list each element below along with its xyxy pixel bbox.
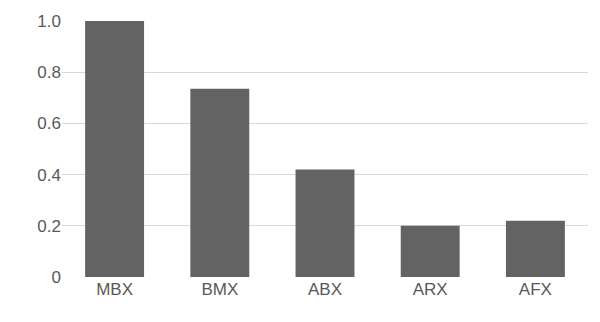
- svg-text:0.8: 0.8: [37, 63, 61, 82]
- svg-text:ABX: ABX: [308, 280, 342, 299]
- svg-text:BMX: BMX: [201, 280, 238, 299]
- svg-text:AFX: AFX: [519, 280, 552, 299]
- svg-text:0: 0: [52, 268, 61, 287]
- svg-text:0.2: 0.2: [37, 217, 61, 236]
- svg-text:0.4: 0.4: [37, 166, 61, 185]
- svg-text:1.0: 1.0: [37, 12, 61, 31]
- svg-text:MBX: MBX: [96, 280, 133, 299]
- svg-text:0.6: 0.6: [37, 114, 61, 133]
- svg-text:ARX: ARX: [413, 280, 448, 299]
